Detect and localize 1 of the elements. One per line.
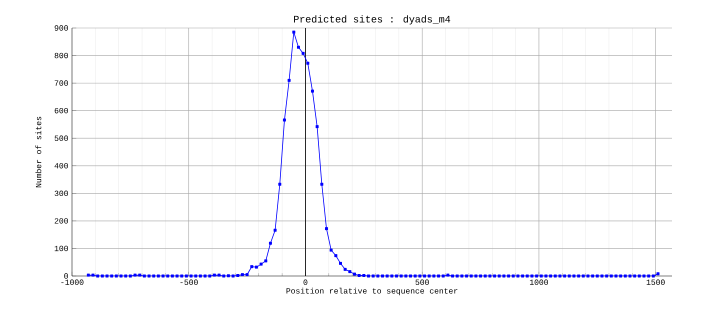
chart-title: Predicted sites : dyads_m4 xyxy=(294,15,450,24)
